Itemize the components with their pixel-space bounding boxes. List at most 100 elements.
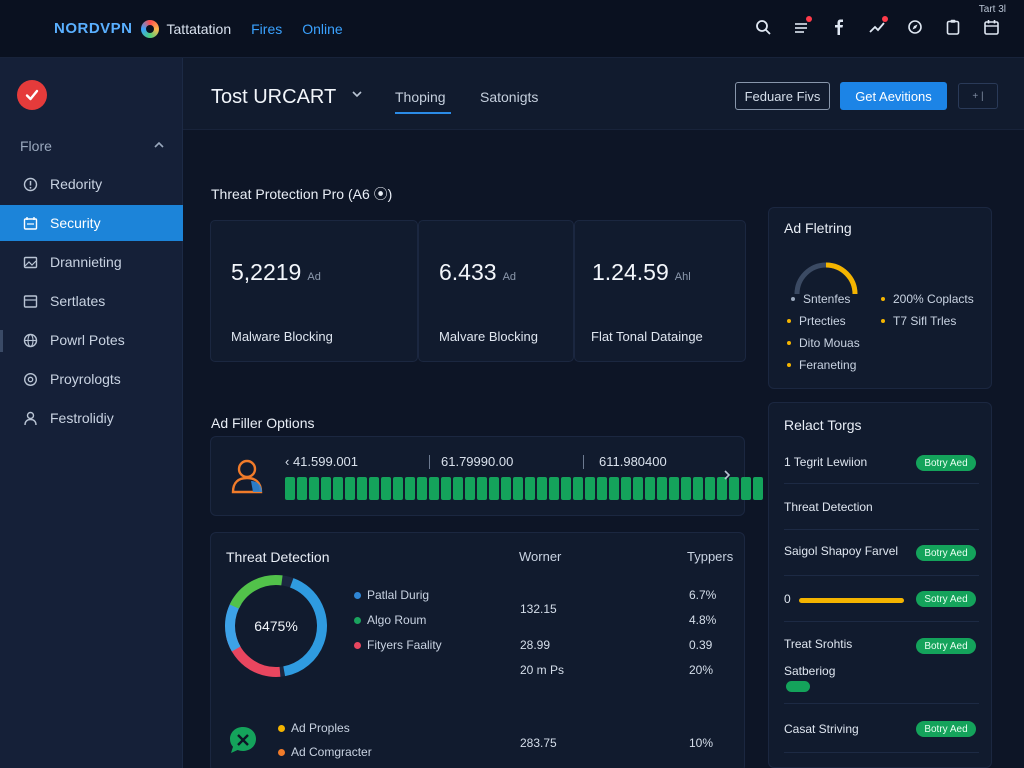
sidebar-item-redority[interactable]: Redority <box>0 166 183 202</box>
stat-value: 6.433 Ad <box>439 259 516 286</box>
lower-worner-value: 283.75 <box>520 736 557 750</box>
sidebar-item-label: Drannieting <box>50 254 122 270</box>
threat-donut-chart: 6475% <box>225 575 327 677</box>
progress-segment <box>297 477 307 500</box>
legend-item-ad-comgracter: Ad Comgracter <box>278 745 372 759</box>
brand-name[interactable]: NORDVPN <box>54 20 133 37</box>
search-icon[interactable] <box>754 18 772 36</box>
donut-center-label: 6475% <box>254 618 298 634</box>
status-badge[interactable]: Botry Aed <box>916 638 976 654</box>
stat-card-3[interactable]: 1.24.59 Ahl Flat Tonal Datainge <box>574 220 746 362</box>
filter-separator <box>429 455 430 469</box>
progress-segment <box>645 477 655 500</box>
chevron-down-icon[interactable] <box>351 88 363 103</box>
donut-segment-lightblue <box>225 575 327 677</box>
filter-separator <box>583 455 584 469</box>
chevron-up-icon[interactable] <box>153 138 165 154</box>
progress-segment <box>573 477 583 500</box>
legend-dot <box>354 591 361 599</box>
sidebar-item-label: Proyrologts <box>50 371 121 387</box>
progress-segment <box>693 477 703 500</box>
legend-dot <box>354 616 361 624</box>
stat-card-1[interactable]: 5,2219 Ad Malware Blocking <box>210 220 418 362</box>
worner-value-3: 20 m Ps <box>520 663 565 677</box>
rel-item-6[interactable]: Satberiog <box>784 664 836 678</box>
activity-icon[interactable] <box>868 16 888 36</box>
progress-segment <box>585 477 595 500</box>
sidebar-item-festrolidiy[interactable]: Festrolidiy <box>0 400 183 436</box>
tab-thoping[interactable]: Thoping <box>395 89 446 105</box>
compass-icon[interactable] <box>906 18 924 36</box>
tab-satonigts[interactable]: Satonigts <box>480 89 539 105</box>
legend-label: Dito Mouas <box>799 336 860 350</box>
status-badge[interactable]: Botry Aed <box>916 721 976 737</box>
chat-check-icon <box>228 725 258 760</box>
divider <box>784 703 979 704</box>
ad-filtering-title: Ad Fletring <box>784 220 852 236</box>
donut-segment-red <box>225 575 327 677</box>
stat-number: 5,2219 <box>231 259 302 285</box>
add-button[interactable]: + | <box>958 83 998 109</box>
progress-segment <box>429 477 439 500</box>
top-nav-item-2[interactable]: Fires <box>251 20 283 37</box>
progress-segment <box>729 477 739 500</box>
ad-filtering-panel: Ad Fletring Sntenfes Prtecties Dito Moua… <box>768 207 992 389</box>
rel-item-3[interactable]: Saigol Shapoy Farvel <box>784 544 899 558</box>
legend-dot <box>881 319 885 323</box>
app-logo-check-icon[interactable] <box>17 80 47 110</box>
stat-card-2[interactable]: 6.433 Ad Malvare Blocking <box>418 220 574 362</box>
rel-item-2[interactable]: Threat Detection <box>784 500 873 514</box>
progress-segment <box>285 477 295 500</box>
legend-dot <box>787 319 791 323</box>
top-nav-item-3[interactable]: Online <box>302 20 343 37</box>
progress-segment <box>381 477 391 500</box>
menu-icon[interactable] <box>792 16 812 36</box>
status-badge[interactable]: Botry Aed <box>916 545 976 561</box>
get-aevitions-button[interactable]: Get Aevitions <box>840 82 947 110</box>
sidebar-item-powrl-potes[interactable]: Powrl Potes <box>0 322 183 358</box>
stat-value: 5,2219 Ad <box>231 259 321 286</box>
facebook-icon[interactable] <box>830 18 848 36</box>
ad-legend-6: T7 Sifl Trles <box>881 314 956 328</box>
calendar-icon[interactable] <box>982 18 1000 36</box>
activity-dot <box>882 16 888 22</box>
rel-item-1[interactable]: 1 Tegrit Lewiion <box>784 455 868 469</box>
legend-item-ad-proples: Ad Proples <box>278 721 350 735</box>
rel-item-7[interactable]: Casat Striving <box>784 722 859 736</box>
status-badge[interactable]: Sotry Aed <box>916 591 976 607</box>
status-badge[interactable]: Botry Aed <box>916 455 976 471</box>
clipboard-icon[interactable] <box>944 18 962 36</box>
top-nav-item-1[interactable]: Tattatation <box>166 20 232 37</box>
progress-segment <box>537 477 547 500</box>
page-title[interactable]: Tost URCART <box>211 86 337 108</box>
sidebar: Flore Redority Security Drannieting Sert… <box>0 58 183 768</box>
toggle-pill[interactable] <box>786 681 810 692</box>
progress-segment <box>345 477 355 500</box>
progress-segment <box>549 477 559 500</box>
legend-label: Fityers Faality <box>367 638 442 652</box>
brand-logo-icon <box>140 19 159 38</box>
top-nav: Tattatation Fires Online <box>167 21 363 37</box>
column-header-worner[interactable]: Worner <box>519 549 562 564</box>
divider <box>784 575 979 576</box>
sidebar-item-proyrologts[interactable]: Proyrologts <box>0 361 183 397</box>
column-header-typpers[interactable]: Typpers <box>687 549 734 564</box>
sidebar-item-sertlates[interactable]: Sertlates <box>0 283 183 319</box>
divider <box>784 483 979 484</box>
sidebar-item-label: Redority <box>50 176 103 192</box>
security-icon <box>22 215 38 231</box>
progress-segment <box>657 477 667 500</box>
stat-value: 1.24.59 Ahl <box>592 259 691 286</box>
legend-label: Patlal Durig <box>367 588 430 602</box>
sidebar-item-security[interactable]: Security <box>0 205 183 241</box>
ad-legend-4: Feraneting <box>787 358 856 372</box>
rel-item-5[interactable]: Treat Srohtis <box>784 637 853 651</box>
ad-legend-2: Prtecties <box>787 314 846 328</box>
threat-protection-title: Threat Protection Pro (A6 ⦿) <box>211 186 393 202</box>
chevron-right-icon[interactable] <box>722 469 732 484</box>
ad-filter-panel[interactable]: ‹ 41.599.001 61.79990.00 611.980400 <box>210 436 763 516</box>
feduare-fivs-button[interactable]: Feduare Fivs <box>735 82 830 110</box>
stat-unit: Ahl <box>674 271 691 283</box>
sidebar-section-header[interactable]: Flore <box>20 138 165 154</box>
sidebar-item-drannieting[interactable]: Drannieting <box>0 244 183 280</box>
